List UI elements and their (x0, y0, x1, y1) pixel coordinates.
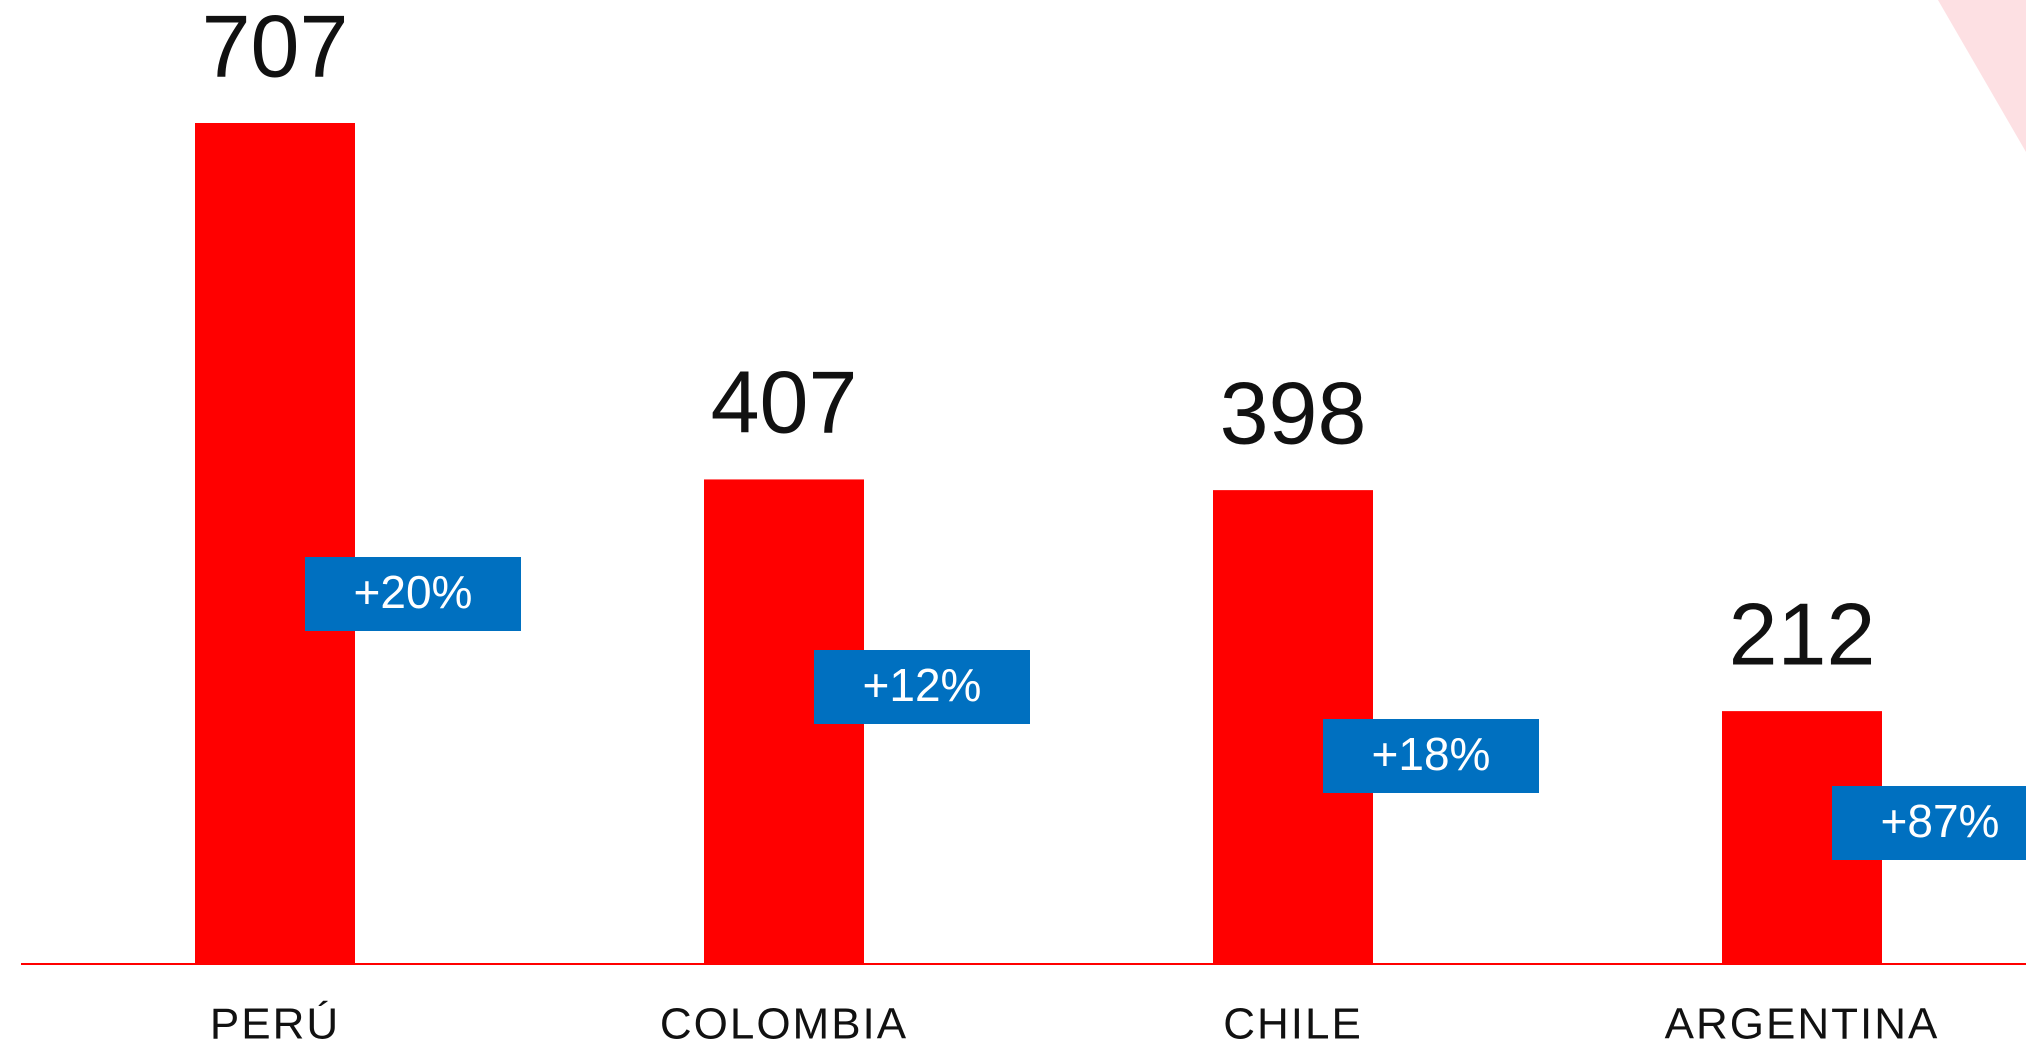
annotation-box (1323, 719, 1539, 793)
annotation-box (814, 650, 1030, 724)
annotation-label: +20% (354, 566, 473, 618)
category-label: COLOMBIA (660, 1000, 908, 1046)
annotation-label: +87% (1881, 795, 2000, 847)
category-label: CHILE (1223, 1000, 1363, 1046)
annotation-label: +12% (863, 659, 982, 711)
decorative-shape (1938, 0, 2026, 152)
value-label: 407 (711, 353, 858, 452)
category-label: PERÚ (210, 1000, 340, 1046)
annotation-box (305, 557, 521, 631)
value-label: 212 (1729, 584, 1876, 683)
bar (195, 123, 355, 963)
value-label: 398 (1220, 363, 1367, 462)
value-label: 707 (202, 0, 349, 95)
annotation-label: +18% (1372, 728, 1491, 780)
category-label: ARGENTINA (1665, 1000, 1940, 1046)
annotation-box (1832, 786, 2026, 860)
